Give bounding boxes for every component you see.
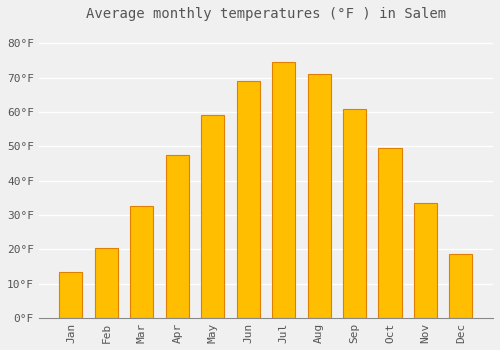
Bar [378,148,402,318]
Bar [130,206,154,318]
Bar [60,272,82,318]
Bar [95,247,118,318]
Bar [450,254,472,318]
Bar [308,74,330,318]
Title: Average monthly temperatures (°F ) in Salem: Average monthly temperatures (°F ) in Sa… [86,7,446,21]
Bar [414,203,437,318]
Bar [236,81,260,318]
Bar [343,108,366,318]
Bar [272,62,295,318]
Bar [166,155,189,318]
Bar [201,116,224,318]
